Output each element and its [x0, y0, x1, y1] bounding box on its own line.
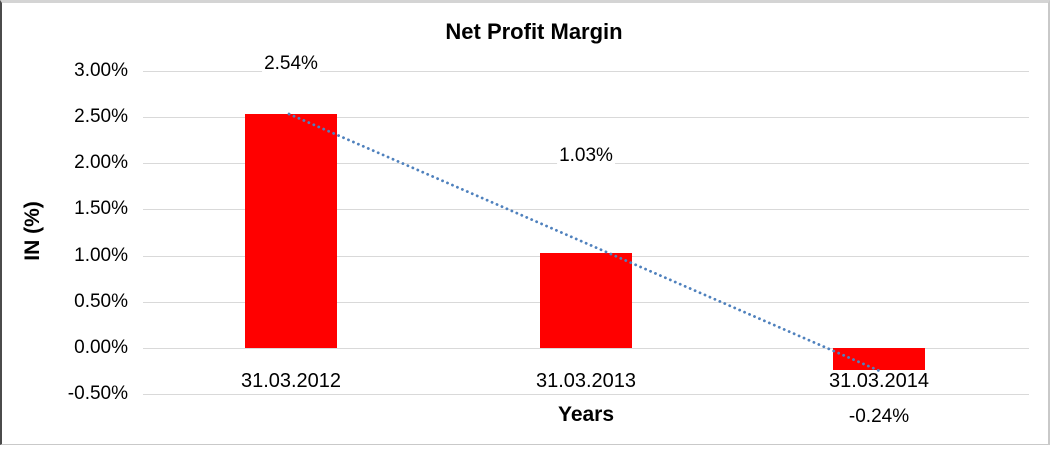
gridline [143, 394, 1029, 395]
data-label: -0.24% [846, 406, 912, 428]
data-label: 2.54% [262, 53, 320, 75]
y-axis-tick-label: 1.00% [74, 244, 128, 266]
chart-title: Net Profit Margin [445, 19, 623, 44]
y-axis-tick-label: 3.00% [74, 60, 128, 81]
x-axis-category-label: 31.03.2012 [240, 370, 342, 392]
y-axis-tick-label: 1.50% [74, 198, 128, 220]
y-axis-tick-label: 0.50% [74, 290, 128, 312]
x-axis-title: Years [557, 403, 615, 426]
bar [833, 348, 925, 371]
gridline [143, 71, 1029, 72]
bar [540, 253, 632, 348]
bar [245, 113, 337, 348]
x-axis-category-label: 31.03.2014 [828, 370, 930, 392]
y-axis-tick-label: 2.00% [74, 152, 128, 174]
x-axis-category-label: 31.03.2013 [535, 370, 637, 392]
y-axis-tick-label: -0.50% [67, 383, 128, 404]
y-axis-tick-label: 2.50% [74, 106, 128, 128]
y-axis-tick-label: 0.00% [74, 336, 128, 358]
data-label: 1.03% [557, 145, 615, 167]
